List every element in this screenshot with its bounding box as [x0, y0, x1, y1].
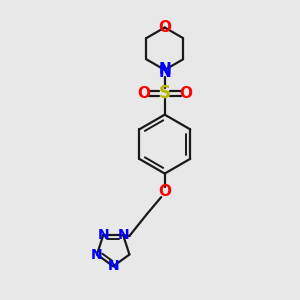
Text: O: O: [179, 86, 192, 101]
Text: N: N: [97, 228, 109, 242]
Text: O: O: [137, 86, 150, 101]
Text: O: O: [158, 20, 171, 35]
Text: O: O: [158, 184, 171, 199]
Text: N: N: [117, 228, 129, 242]
Text: S: S: [159, 85, 171, 103]
Text: N: N: [107, 259, 119, 273]
Text: N: N: [158, 62, 171, 77]
Text: N: N: [91, 248, 103, 262]
Text: N: N: [158, 65, 171, 80]
